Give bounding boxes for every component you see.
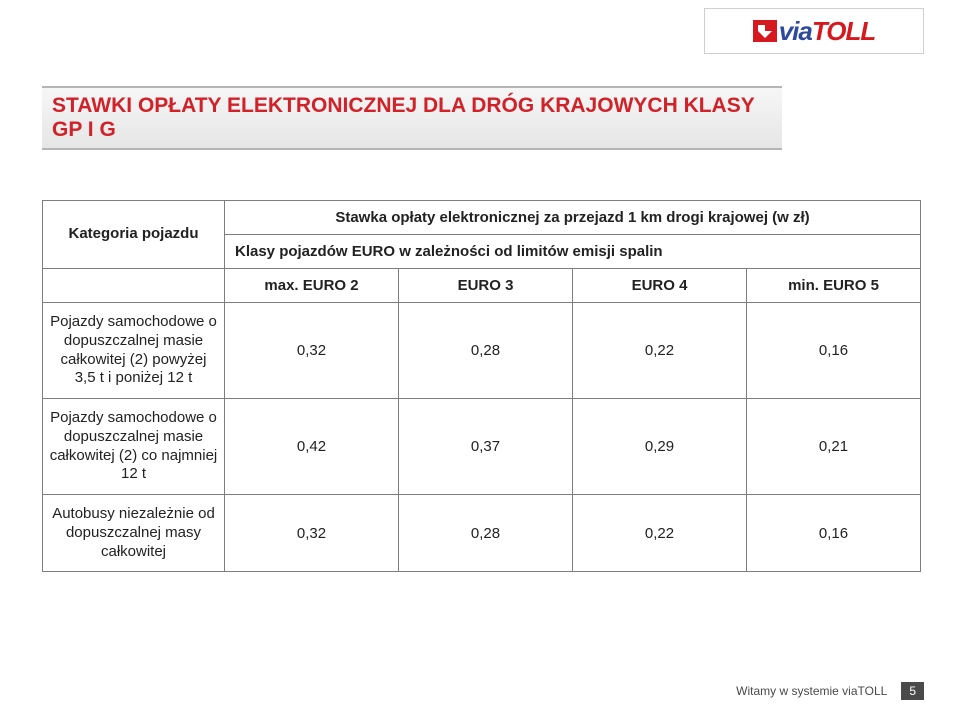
logo-text: viaTOLL xyxy=(779,16,876,47)
logo: viaTOLL xyxy=(704,8,924,54)
logo-text-blue: via xyxy=(779,16,812,47)
row-label: Autobusy niezależnie od dopuszczalnej ma… xyxy=(43,495,225,572)
cell: 0,16 xyxy=(747,303,921,399)
col-euro4: EURO 4 xyxy=(573,269,747,303)
cell: 0,22 xyxy=(573,303,747,399)
table-row: Autobusy niezależnie od dopuszczalnej ma… xyxy=(43,495,921,572)
logo-mark-icon xyxy=(753,20,777,42)
cell: 0,29 xyxy=(573,399,747,495)
cell: 0,22 xyxy=(573,495,747,572)
cell: 0,32 xyxy=(225,303,399,399)
title-bar: STAWKI OPŁATY ELEKTRONICZNEJ DLA DRÓG KR… xyxy=(42,86,782,150)
table-row: Pojazdy samochodowe o dopuszczalnej masi… xyxy=(43,399,921,495)
header-caption: Stawka opłaty elektronicznej za przejazd… xyxy=(225,201,921,235)
cell: 0,28 xyxy=(399,303,573,399)
col-euro5: min. EURO 5 xyxy=(747,269,921,303)
cell: 0,37 xyxy=(399,399,573,495)
page-title: STAWKI OPŁATY ELEKTRONICZNEJ DLA DRÓG KR… xyxy=(52,94,772,142)
cell: 0,16 xyxy=(747,495,921,572)
col-euro3: EURO 3 xyxy=(399,269,573,303)
cell: 0,28 xyxy=(399,495,573,572)
logo-text-red: TOLL xyxy=(812,16,875,47)
table-row: Pojazdy samochodowe o dopuszczalnej masi… xyxy=(43,303,921,399)
cell: 0,21 xyxy=(747,399,921,495)
rates-table: Kategoria pojazdu Stawka opłaty elektron… xyxy=(42,200,921,572)
page-number: 5 xyxy=(901,682,924,700)
col-blank xyxy=(43,269,225,303)
footer: Witamy w systemie viaTOLL 5 xyxy=(736,682,924,700)
header-euro-classes: Klasy pojazdów EURO w zależności od limi… xyxy=(225,235,921,269)
logo-inner: viaTOLL xyxy=(753,16,876,47)
header-category: Kategoria pojazdu xyxy=(43,201,225,269)
row-label: Pojazdy samochodowe o dopuszczalnej masi… xyxy=(43,399,225,495)
page-content: STAWKI OPŁATY ELEKTRONICZNEJ DLA DRÓG KR… xyxy=(0,0,960,572)
cell: 0,32 xyxy=(225,495,399,572)
footer-text: Witamy w systemie viaTOLL xyxy=(736,684,887,698)
cell: 0,42 xyxy=(225,399,399,495)
row-label: Pojazdy samochodowe o dopuszczalnej masi… xyxy=(43,303,225,399)
col-euro2: max. EURO 2 xyxy=(225,269,399,303)
